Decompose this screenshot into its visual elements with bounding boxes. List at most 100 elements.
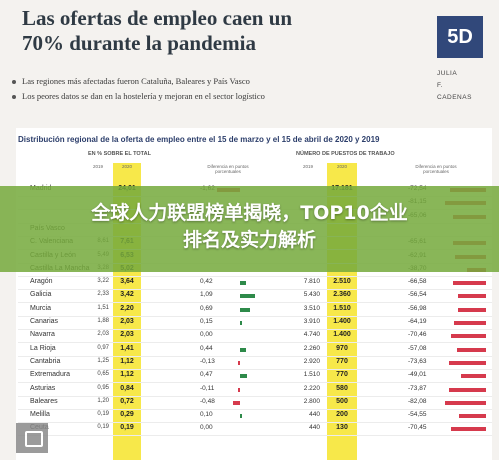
share-2019-value: 1,25 [97,357,109,364]
pct-change-value: -49,01 [408,371,427,379]
diff-bar [240,347,247,352]
gallery-icon[interactable] [16,423,48,453]
share-2020-value: 2,03 [120,318,134,325]
jobs-2020-value: 500 [336,397,348,405]
section-label-percent: EN % SOBRE EL TOTAL [88,151,151,157]
chart-panel [16,128,492,460]
section-label-jobs: NÚMERO DE PUESTOS DE TRABAJO [296,151,395,157]
author-line: F. [437,82,444,89]
diff-bar [238,360,240,365]
share-2020-value: 0,84 [120,384,134,392]
region-label: Navarra [30,331,55,339]
jobs-2019-value: 440 [309,424,320,432]
share-2020-value: 2,20 [120,304,134,312]
jobs-2019-value: 3.510 [303,304,320,312]
row-divider [18,315,492,317]
pct-change-value: -73,63 [408,357,427,365]
author-line: CADENAS [437,94,472,101]
pct-change-value: -56,98 [408,304,427,312]
share-2019-value: 0,19 [97,411,109,418]
col-header-jobs-2019: 2019 [302,164,313,169]
region-label: Canarias [30,318,59,325]
share-2020-value: 1,12 [120,357,134,365]
region-label: Galicia [30,291,52,299]
diff-value: -0,48 [200,397,215,405]
pct-change-value: -73,87 [408,384,427,392]
diff-bar [240,374,247,379]
headline-line-2: 70% durante la pandemia [22,31,256,55]
author-line: JULIA [437,70,458,77]
region-label: Extremadura [30,371,71,379]
author-credit: JULIA F. CADENAS [437,68,472,104]
row-divider [18,382,492,384]
region-label: Murcia [30,304,52,312]
pct-change-value: -56,54 [408,291,427,299]
image-frame-icon [25,431,43,447]
diff-bar [233,400,240,405]
share-2020-value: 0,72 [120,397,134,405]
jobs-2019-value: 2.920 [303,357,320,365]
pct-change-value: -64,19 [408,318,427,325]
row-divider [18,302,492,304]
jobs-2020-value: 200 [336,411,348,419]
share-2019-value: 1,88 [97,318,109,324]
diff-bar [240,294,256,299]
publication-logo: 5D [437,16,483,58]
region-label: La Rioja [30,344,56,352]
region-label: Cantabria [30,357,61,365]
pct-change-value: -66,58 [408,278,427,286]
bullet-text: Las regiones más afectadas fueron Catalu… [22,76,250,86]
col-header-jobs-2020: 2020 [336,164,347,169]
share-2020-value: 2,03 [120,331,134,339]
diff-value: 0,47 [200,371,213,379]
chart-title: Distribución regional de la oferta de em… [18,135,380,144]
overlay-line-1: 全球人力联盟榜单揭晓，TOP10企业 [91,202,408,224]
col-header-pct-change: Diferencia en puntos porcentuales [415,164,457,174]
region-label: Baleares [30,397,58,405]
row-divider [18,342,492,344]
jobs-2020-value: 770 [336,371,348,379]
diff-bar [240,281,246,286]
diff-value: 0,00 [200,331,213,339]
row-divider [18,275,492,277]
diff-value: 0,00 [200,424,213,432]
pct-change-bar [444,400,486,405]
share-2019-value: 2,03 [97,331,109,338]
headline: Las ofertas de empleo caen un 70% durant… [22,6,402,56]
diff-value: 0,15 [200,318,213,325]
diff-bar [240,307,250,312]
pct-change-value: -54,55 [408,411,427,419]
bullet-dot-icon [12,80,16,85]
overlay-banner [0,186,499,272]
pct-change-bar [458,414,486,419]
bullet-text: Los peores datos se dan en la hostelería… [22,91,265,101]
jobs-2019-value: 440 [309,411,320,419]
jobs-2020-value: 130 [336,424,348,432]
jobs-2020-value: 970 [336,344,348,352]
share-2019-value: 3,22 [97,278,109,285]
jobs-2020-value: 2.510 [333,278,351,286]
row-divider [18,289,492,291]
jobs-2019-value: 2.260 [303,344,320,352]
share-2020-value: 1,41 [120,344,134,352]
share-2020-value: 3,64 [120,278,134,286]
share-2019-value: 2,33 [97,291,109,298]
diff-value: 0,10 [200,411,213,419]
pct-change-bar [453,321,486,325]
pct-change-bar [449,360,486,365]
jobs-2020-value: 1.400 [333,318,351,325]
diff-bar [240,414,242,419]
share-2020-value: 0,29 [120,411,134,419]
jobs-2020-value: 580 [336,384,348,392]
pct-change-bar [457,347,486,352]
share-2019-value: 0,97 [97,344,109,351]
row-divider [18,435,492,437]
row-divider [18,329,492,330]
jobs-2020-value: 1.510 [333,304,351,312]
col-header-2019: 2019 [92,164,103,169]
diff-bar [240,321,243,325]
diff-value: -0,13 [200,357,215,365]
pct-change-bar [452,281,486,286]
share-2020-value: 0,19 [120,424,134,432]
